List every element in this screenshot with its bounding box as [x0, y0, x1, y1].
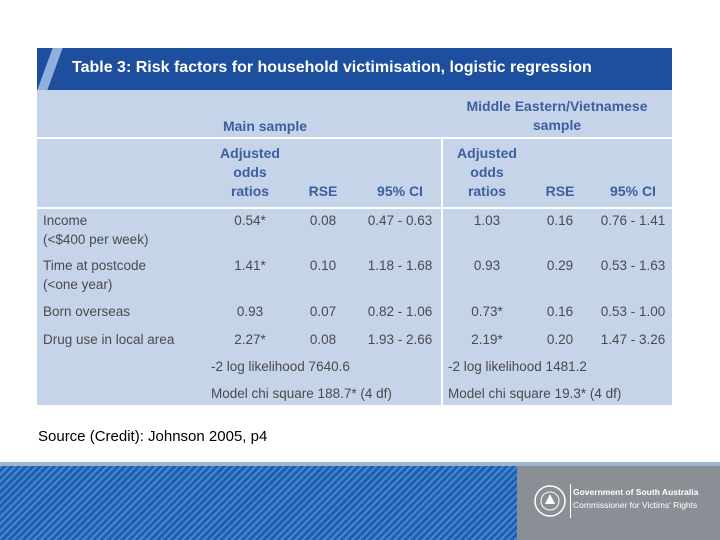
cell: 1.03: [473, 213, 501, 228]
cell: 0.93: [473, 258, 501, 273]
cell: 0.47 - 0.63: [367, 213, 433, 228]
model-stat: -2 log likelihood 1481.2: [448, 359, 587, 374]
cell: 0.29: [546, 258, 574, 273]
cell: 0.08: [309, 332, 337, 347]
row-label: Drug use in local area: [43, 332, 175, 347]
source: Source (Credit): Johnson 2005, p4: [38, 428, 268, 445]
cell: 1.47 - 3.26: [600, 332, 666, 347]
logo-box: Government of South Australia Commission…: [517, 466, 720, 540]
model-stat: Model chi square 19.3* (4 df): [448, 386, 622, 401]
rule: [441, 138, 443, 405]
cell: 0.54*: [234, 213, 266, 228]
cell: 0.20: [546, 332, 574, 347]
column-header: Adjusted odds ratios: [220, 145, 280, 199]
column-header: 95% CI: [377, 183, 423, 199]
column-header: 95% CI: [610, 183, 656, 199]
divider: [570, 484, 571, 518]
cell: 2.27*: [234, 332, 266, 347]
column-header: RSE: [545, 183, 575, 199]
row-label: Income (<$400 per week): [43, 213, 149, 247]
cell: 0.82 - 1.06: [367, 304, 433, 319]
table-title: Table 3: Risk factors for household vict…: [72, 59, 592, 76]
org-name: Government of South Australia: [573, 487, 699, 497]
cell: 0.73*: [471, 304, 503, 319]
row-label: Born overseas: [43, 304, 131, 319]
row-label: Time at postcode (<one year): [43, 258, 147, 292]
model-stat: -2 log likelihood 7640.6: [211, 359, 350, 374]
cell: 0.93: [236, 304, 264, 319]
cell: 0.76 - 1.41: [600, 213, 666, 228]
footer-edge: [0, 462, 720, 466]
model-stat: Model chi square 188.7* (4 df): [211, 386, 392, 401]
rule: [37, 137, 672, 139]
cell: 0.16: [546, 304, 574, 319]
column-header: RSE: [308, 183, 338, 199]
group-header: Middle Eastern/Vietnamese sample: [466, 98, 648, 133]
cell: 2.19*: [471, 332, 503, 347]
rule: [37, 207, 672, 209]
cell: 0.07: [309, 304, 337, 319]
column-header: Adjusted odds ratios: [457, 145, 517, 199]
cell: 0.10: [309, 258, 337, 273]
cell: 1.41*: [234, 258, 266, 273]
cell: 1.18 - 1.68: [367, 258, 433, 273]
cell: 1.93 - 2.66: [367, 332, 433, 347]
cell: 0.08: [309, 213, 337, 228]
title-bar: Table 3: Risk factors for household vict…: [37, 48, 672, 90]
group-header: Main sample: [222, 118, 308, 134]
office-name: Commissioner for Victims' Rights: [573, 500, 698, 510]
cell: 0.53 - 1.63: [600, 258, 666, 273]
cell: 0.16: [546, 213, 574, 228]
strip: [37, 48, 63, 90]
table: Table 3: Risk factors for household vict…: [37, 48, 672, 405]
logo: [534, 485, 566, 517]
cell: 0.53 - 1.00: [600, 304, 666, 319]
